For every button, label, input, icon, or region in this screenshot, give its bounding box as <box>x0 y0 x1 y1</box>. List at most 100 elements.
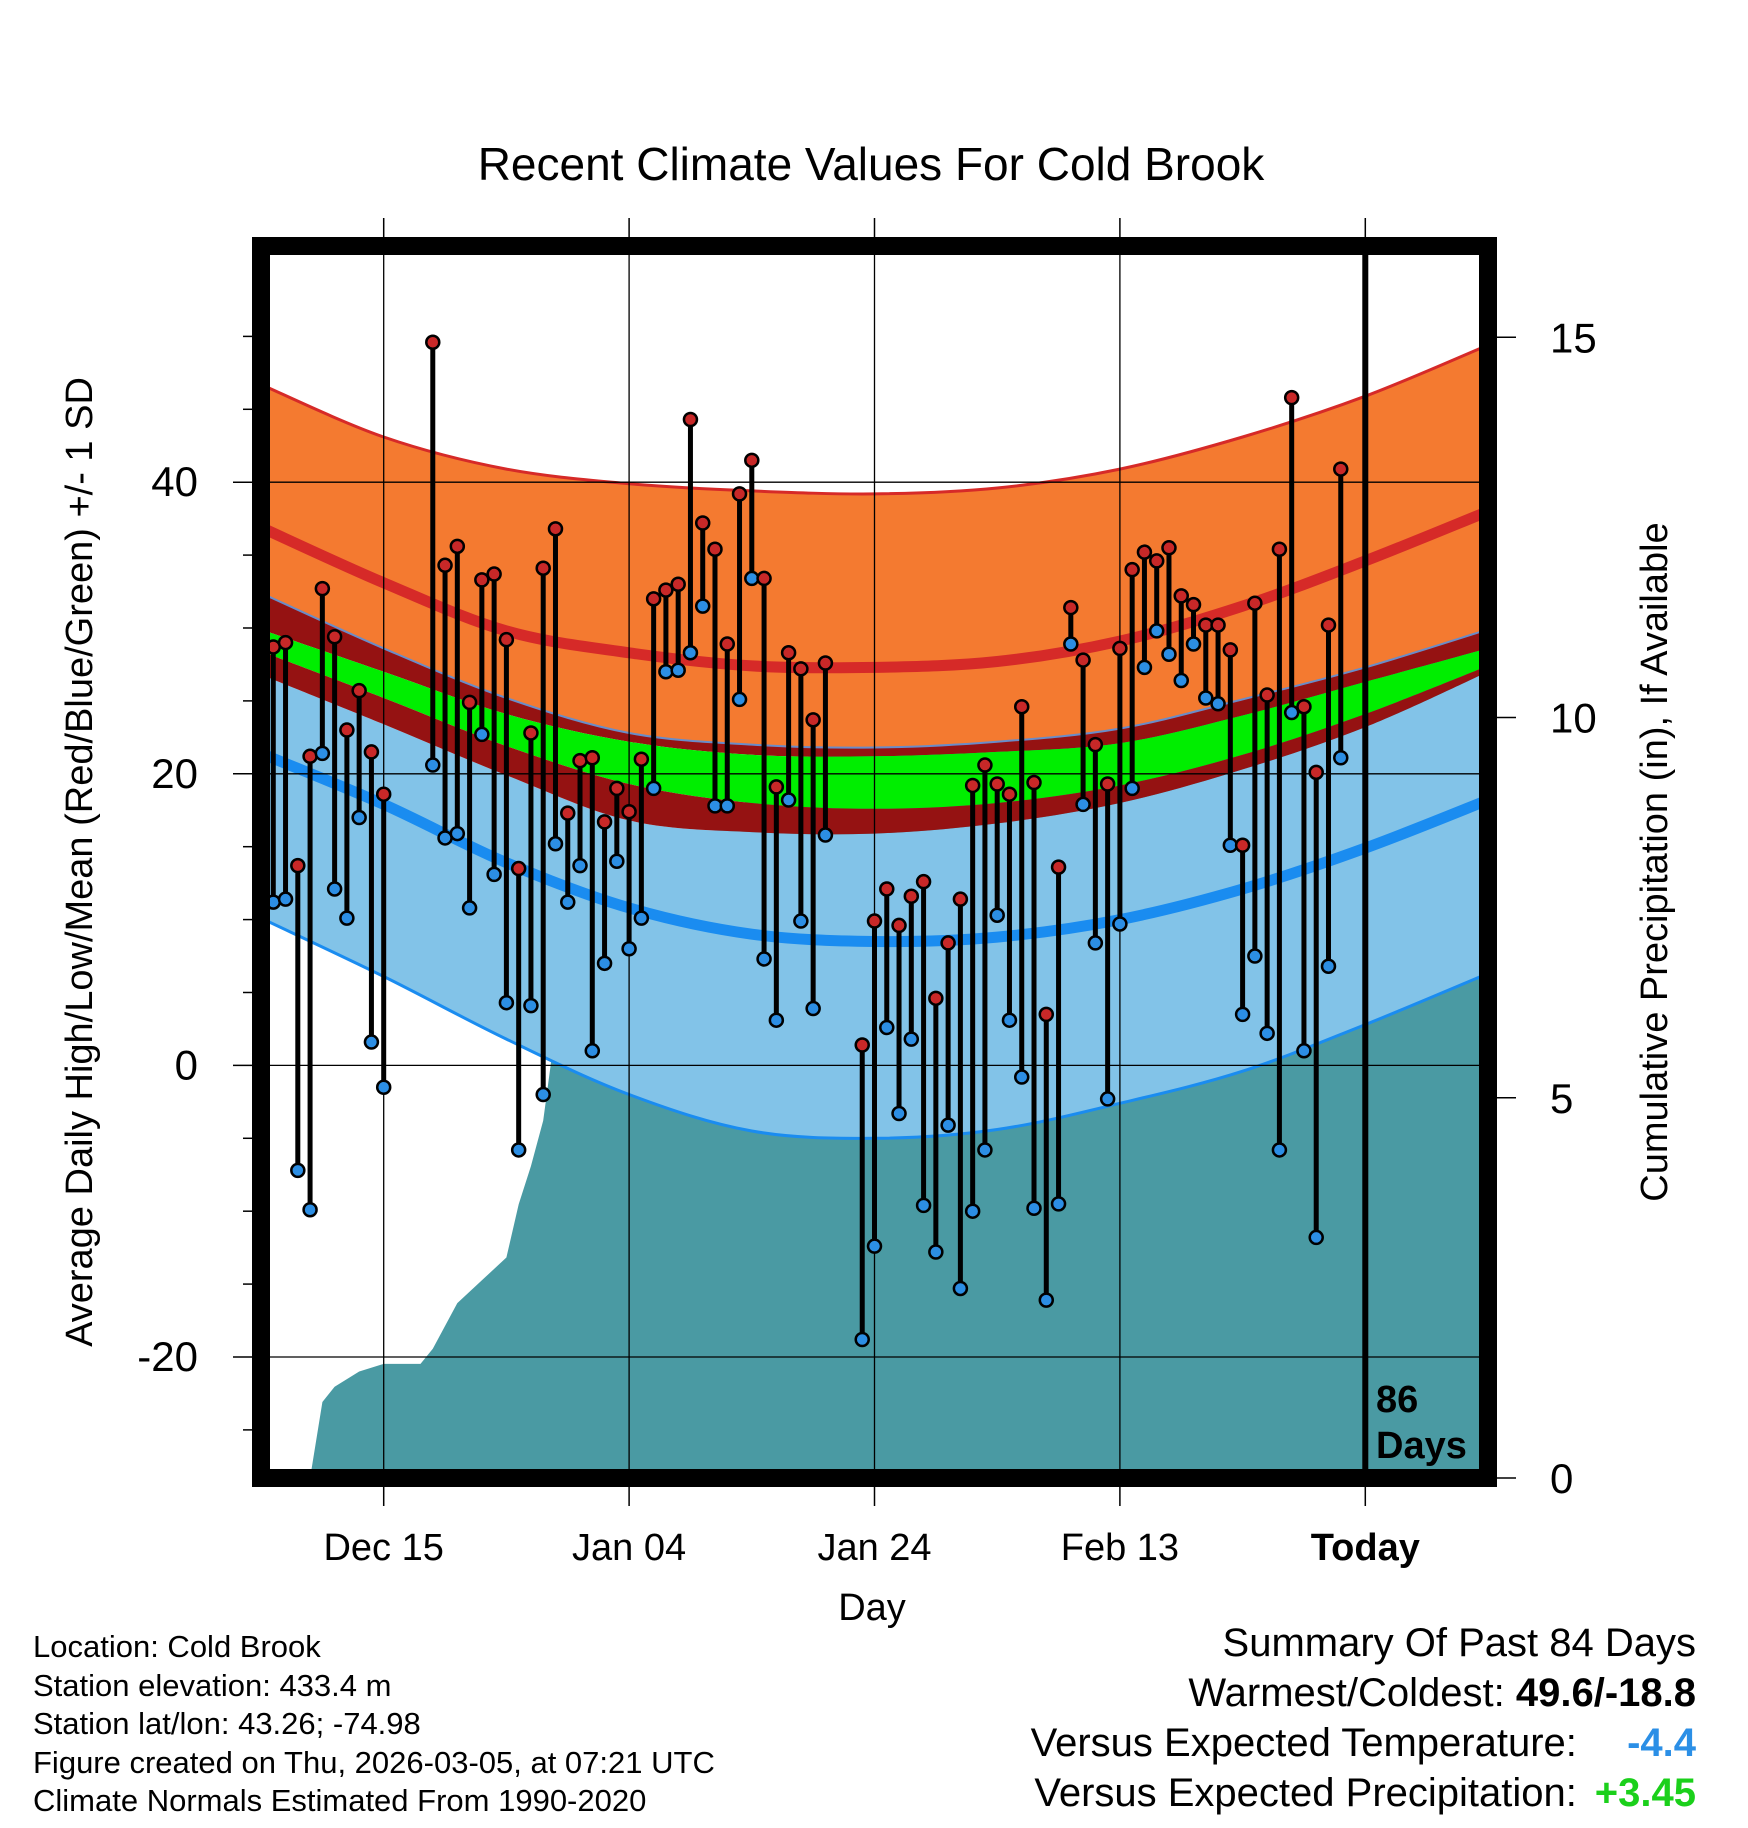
daily-low-point <box>1271 1142 1288 1158</box>
daily-low-point <box>1347 0 1360 7</box>
daily-high-point <box>928 990 944 1007</box>
daily-low-point <box>915 1197 932 1214</box>
daily-low-point <box>1148 623 1165 639</box>
daily-low-point <box>891 1105 907 1122</box>
daily-high-point <box>694 515 711 531</box>
daily-low-point <box>572 857 588 874</box>
daily-high-point <box>425 334 441 350</box>
observation-stems-layer <box>261 342 1344 1340</box>
daily-low-point <box>633 910 650 926</box>
warm-cold-label: Warmest/Coldest: <box>1188 1671 1505 1715</box>
daily-low-point <box>449 825 466 842</box>
daily-high-point <box>1013 698 1030 715</box>
info-elevation: Station elevation: 433.4 m <box>33 1667 392 1703</box>
daily-low-point <box>1087 935 1104 951</box>
daily-high-point <box>719 636 736 652</box>
mean-lower-band <box>261 651 1488 835</box>
daily-high-point <box>1333 461 1349 477</box>
daily-low-point <box>302 1201 318 1218</box>
daily-low-point <box>940 1117 956 1133</box>
daily-high-point <box>1247 595 1263 611</box>
daily-low-point <box>694 598 711 614</box>
daily-low-point <box>645 780 662 797</box>
daily-high-point <box>1026 774 1042 791</box>
daily-low-point <box>756 951 772 967</box>
daily-high-point <box>1308 764 1324 781</box>
daily-low-point <box>1185 636 1202 652</box>
daily-high-point <box>952 891 969 907</box>
daily-high-point <box>1185 596 1202 613</box>
daily-low-point <box>817 827 834 843</box>
daily-low-point <box>375 1079 392 1096</box>
daily-low-point <box>1308 1229 1324 1246</box>
y-tick-label: -20 <box>137 1333 198 1380</box>
daily-low-point <box>535 1086 551 1103</box>
daily-low-point <box>1333 750 1349 766</box>
daily-high-point <box>768 779 785 795</box>
daily-low-point <box>1063 636 1079 652</box>
daily-high-point <box>363 744 380 760</box>
daily-high-point <box>486 566 502 582</box>
daily-high-point <box>1136 544 1153 560</box>
daily-high-point <box>989 776 1005 792</box>
temp-label: Versus Expected Temperature: <box>1030 1721 1577 1765</box>
daily-low-point <box>793 913 809 929</box>
daily-high-point <box>645 591 662 607</box>
daily-low-point <box>989 907 1005 923</box>
y-tick-label: 40 <box>151 458 198 505</box>
x-tick-label: Jan 24 <box>817 1527 931 1569</box>
summary-panel: Summary Of Past 84 Days Warmest/Coldest:… <box>1031 1618 1696 1818</box>
daily-low-point <box>1198 690 1214 706</box>
today-days-label: Days <box>1376 1425 1467 1467</box>
daily-low-point <box>1283 704 1300 721</box>
daily-high-point <box>940 935 956 951</box>
daily-high-point <box>1259 687 1275 703</box>
daily-high-point <box>756 570 772 587</box>
y-tick-label: 0 <box>175 1041 198 1088</box>
summary-warm-cold: Warmest/Coldest: 49.6/-18.8 <box>1031 1668 1696 1718</box>
y2-tick-label: 15 <box>1550 314 1597 361</box>
x-axis-label: Day <box>838 1587 906 1628</box>
daily-high-point <box>1124 561 1140 578</box>
daily-high-point <box>1173 588 1189 604</box>
daily-high-point <box>805 712 821 728</box>
precip-value: +3.45 <box>1594 1771 1696 1815</box>
daily-low-point <box>314 745 331 762</box>
daily-high-point <box>302 748 318 765</box>
daily-low-point <box>1124 780 1140 797</box>
daily-low-point <box>425 757 441 773</box>
y2-tick-label: 5 <box>1550 1075 1573 1122</box>
axes-layer: Dec 15 Jan 04 Jan 24 Feb 13 Today -20 0 20 40 0 5 1… <box>137 218 1597 1569</box>
daily-low-point <box>523 997 539 1014</box>
daily-high-point <box>535 560 551 576</box>
daily-high-point <box>854 1037 870 1053</box>
daily-low-point <box>1234 1006 1251 1023</box>
daily-high-point <box>474 572 490 588</box>
daily-low-point <box>474 726 490 743</box>
daily-high-point <box>817 655 834 671</box>
daily-high-point <box>866 913 883 929</box>
daily-low-point <box>1026 1200 1042 1217</box>
daily-high-point <box>584 750 601 766</box>
temp-value: -4.4 <box>1627 1721 1696 1765</box>
y2-tick-label: 0 <box>1550 1455 1573 1502</box>
daily-low-point <box>584 1043 601 1059</box>
daily-high-point <box>1075 652 1091 668</box>
daily-low-point <box>326 881 343 897</box>
daily-high-point <box>290 857 306 874</box>
daily-high-point <box>609 780 625 797</box>
daily-high-point <box>277 634 294 651</box>
daily-high-point <box>339 722 355 738</box>
daily-high-point <box>977 757 993 773</box>
daily-low-point <box>547 836 564 852</box>
daily-low-point <box>1075 796 1091 813</box>
daily-low-point <box>805 1000 821 1017</box>
daily-high-point <box>498 631 515 648</box>
daily-high-point <box>621 803 637 820</box>
daily-low-point <box>498 994 515 1011</box>
daily-low-point <box>351 809 367 826</box>
climate-chart: Recent Climate Values For Cold Brook 86 … <box>59 0 1676 1628</box>
daily-high-point <box>449 538 466 555</box>
daily-low-point <box>363 1034 380 1050</box>
daily-low-point <box>879 1019 895 1036</box>
